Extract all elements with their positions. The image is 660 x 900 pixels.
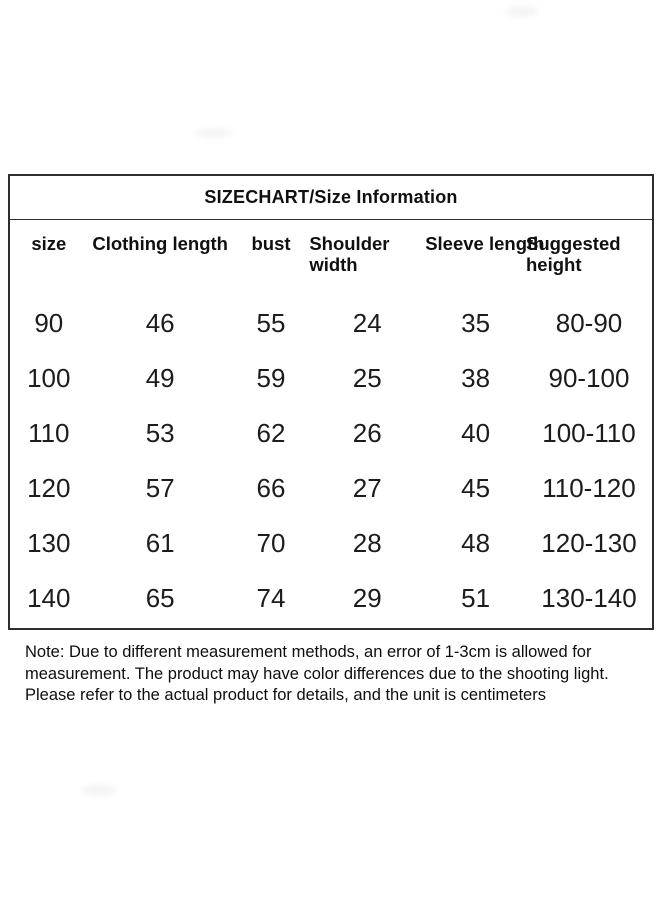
table-cell: 100	[27, 363, 71, 393]
column-header-clothing-length: Clothing length	[92, 233, 228, 254]
table-cell: 55	[256, 308, 286, 338]
table-row-size-140: 140 65 74 29 51 130-140	[10, 571, 652, 626]
size-chart-table: SIZECHART/Size Information size Clothing…	[8, 174, 654, 630]
table-cell: 57	[145, 473, 175, 503]
table-cell: 140	[27, 583, 71, 613]
table-cell: 27	[352, 473, 382, 503]
table-cell: 61	[145, 528, 175, 558]
measurement-note: Note: Due to different measurement metho…	[25, 643, 609, 704]
table-header-row: size Clothing length bust Shoulder width…	[10, 220, 652, 296]
size-table-grid: size Clothing length bust Shoulder width…	[10, 220, 652, 626]
table-cell: 130	[27, 528, 71, 558]
table-cell: 40	[461, 418, 491, 448]
column-header-bust: bust	[251, 233, 291, 254]
table-cell: 120	[27, 473, 71, 503]
column-header-shoulder-width: Shoulder width	[309, 233, 390, 275]
table-cell: 51	[461, 583, 491, 613]
table-cell: 66	[256, 473, 286, 503]
table-row-size-120: 120 57 66 27 45 110-120	[10, 461, 652, 516]
table-cell: 29	[352, 583, 382, 613]
table-cell: 46	[145, 308, 175, 338]
table-cell: 120-130	[541, 528, 637, 558]
watermark-artifact	[505, 6, 539, 17]
table-cell: 28	[352, 528, 382, 558]
table-cell: 70	[256, 528, 286, 558]
table-cell: 80-90	[555, 308, 623, 338]
table-cell: 90	[34, 308, 64, 338]
watermark-artifact	[195, 128, 233, 138]
watermark-artifact	[82, 784, 116, 796]
table-cell: 90-100	[548, 363, 630, 393]
table-title: SIZECHART/Size Information	[10, 176, 652, 220]
column-header-sleeve-length: Sleeve length	[425, 233, 545, 254]
table-cell: 62	[256, 418, 286, 448]
table-cell: 74	[256, 583, 286, 613]
column-header-suggested-height: Suggested height	[525, 233, 621, 275]
table-row-size-100: 100 49 59 25 38 90-100	[10, 351, 652, 406]
table-cell: 110	[28, 418, 70, 448]
table-cell: 45	[461, 473, 491, 503]
table-cell: 48	[461, 528, 491, 558]
table-row-size-90: 90 46 55 24 35 80-90	[10, 296, 652, 351]
table-cell: 49	[145, 363, 175, 393]
table-cell: 24	[352, 308, 382, 338]
table-cell: 35	[461, 308, 491, 338]
table-cell: 100-110	[542, 418, 636, 448]
table-row-size-130: 130 61 70 28 48 120-130	[10, 516, 652, 571]
column-header-size: size	[31, 233, 67, 254]
table-cell: 38	[461, 363, 491, 393]
table-cell: 65	[145, 583, 175, 613]
table-cell: 53	[145, 418, 175, 448]
table-cell: 26	[352, 418, 382, 448]
table-cell: 59	[256, 363, 286, 393]
table-cell: 25	[352, 363, 382, 393]
table-cell: 110-120	[542, 473, 636, 503]
table-row-size-110: 110 53 62 26 40 100-110	[10, 406, 652, 461]
table-cell: 130-140	[541, 583, 637, 613]
